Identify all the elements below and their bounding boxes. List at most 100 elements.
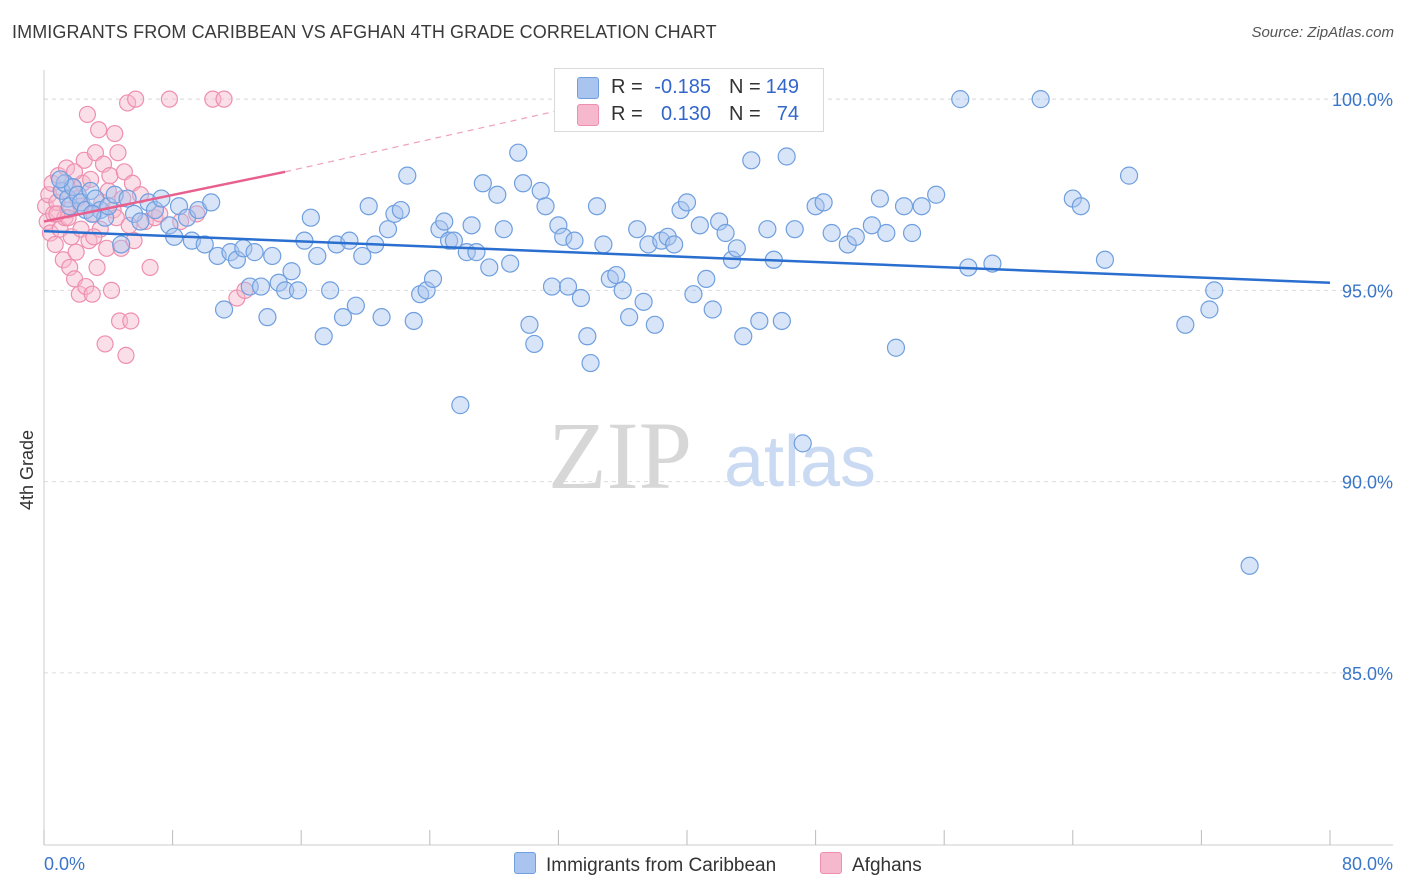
afghans-point [57,159,76,177]
caribbean-point [251,277,271,296]
afghans-trend-extension [284,110,559,173]
y-tick-label: 95.0% [1342,281,1393,301]
bottom-legend-swatch-blue [514,852,536,874]
caribbean-point [276,281,295,300]
afghans-point [83,285,101,303]
grid-lines [44,98,1390,674]
caribbean-point [131,212,150,231]
bottom-legend-afghans: Afghans [820,852,922,877]
caribbean-point [665,235,684,254]
caribbean-point [531,181,550,201]
afghans-point [96,335,114,353]
caribbean-point [894,197,914,216]
caribbean-point [282,262,301,281]
caribbean-point [321,281,340,300]
caribbean-point [1071,197,1090,216]
caribbean-point [877,223,896,243]
afghans-point [141,258,159,277]
caribbean-point [263,246,282,266]
caribbean-point [359,197,378,216]
afghans-point [106,124,124,143]
caribbean-point [494,220,513,239]
afghans-point [101,167,119,185]
caribbean-point [333,308,353,327]
legend-r-label: R = [611,103,643,125]
caribbean-point [1200,300,1219,319]
afghans-point [160,90,178,108]
bottom-legend-swatch-pink [820,852,842,874]
caribbean-point [1031,90,1050,109]
caribbean-point [346,296,365,315]
afghans-point [118,94,137,112]
legend-swatch-pink [577,104,599,126]
caribbean-point [554,227,573,246]
caribbean-point [542,277,562,296]
afghans-point [215,90,233,108]
afghans-point [117,346,135,364]
caribbean-point [488,185,507,204]
caribbean-point [902,223,922,243]
caribbean-point [750,311,769,331]
caribbean-point [758,220,777,239]
caribbean-point [587,197,607,216]
caribbean-point [1176,315,1195,334]
legend-swatch-blue [577,77,599,99]
axes [43,70,1393,846]
caribbean-point [398,166,417,185]
caribbean-point [594,235,613,254]
caribbean-point [912,197,931,216]
caribbean-point [439,231,459,250]
caribbean-point [202,193,221,212]
y-tick-label: 85.0% [1342,664,1393,684]
caribbean-point [473,174,492,193]
legend-n-label: N = [729,103,761,125]
caribbean-point [423,269,443,288]
caribbean-point [227,250,246,269]
caribbean-point [727,239,746,258]
caribbean-point [214,300,234,319]
caribbean-point [245,243,264,262]
caribbean-point [549,216,568,235]
tick-labels: 85.0% 90.0% 95.0% 100.0% 0.0% 80.0% [44,90,1393,874]
caribbean-point [870,189,890,208]
caribbean-point [462,216,481,235]
y-tick-label: 90.0% [1342,473,1393,493]
afghans-point [109,144,127,162]
stats-legend: R = -0.185 N = 149 R = 0.130 N = 74 [554,68,824,132]
legend-r-value: -0.185 [654,76,711,98]
caribbean-point [258,308,277,327]
caribbean-point [353,246,372,266]
afghans-point [102,281,121,299]
bottom-legend-caribbean: Immigrants from Caribbean [514,852,776,877]
bottom-legend-label: Immigrants from Caribbean [546,855,777,876]
caribbean-point [525,334,544,354]
afghans-point [85,228,103,246]
afghans-point [46,235,64,254]
caribbean-point [822,223,841,243]
afghans-point [122,312,140,330]
x-tick-label: 80.0% [1342,854,1393,874]
caribbean-point [160,216,179,235]
caribbean-point [620,308,639,327]
x-tick-label: 0.0% [44,854,85,874]
source-credit: Source: ZipAtlas.com [1251,24,1394,41]
caribbean-point [195,235,214,254]
caribbean-point [314,327,333,346]
caribbean-point [785,220,804,239]
caribbean-point [501,254,520,273]
caribbean-point [734,327,753,346]
caribbean-point [814,193,833,212]
caribbean-point [451,396,470,415]
caribbean-point [112,235,131,254]
caribbean-point [690,216,709,235]
caribbean-point [308,246,327,266]
caribbean-point [677,193,697,212]
legend-row-caribbean: R = -0.185 N = 149 [555,73,823,101]
caribbean-point [645,315,664,334]
caribbean-point [684,285,703,304]
caribbean-point [372,308,391,327]
caribbean-point [509,143,528,162]
caribbean-point [1095,250,1115,269]
caribbean-point [480,258,499,277]
